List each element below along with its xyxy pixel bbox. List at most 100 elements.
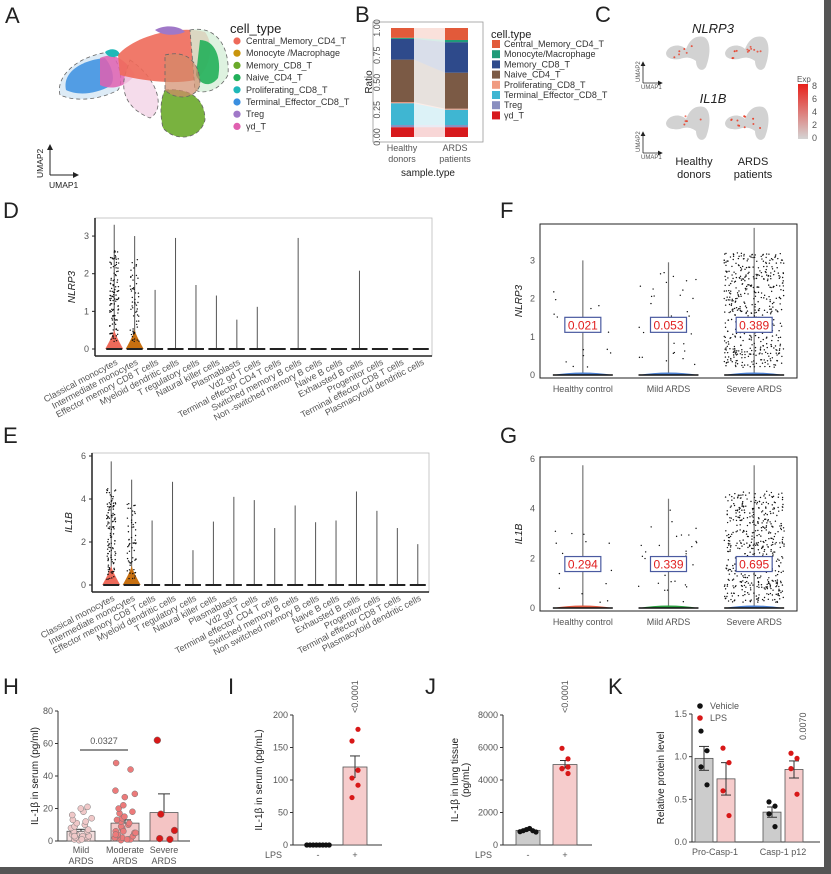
violin-point: [764, 361, 766, 364]
violin-point: [749, 347, 751, 350]
violin-point: [111, 547, 114, 549]
violin-point: [763, 265, 765, 268]
violin-point: [727, 578, 729, 581]
violin-point: [729, 256, 732, 258]
violin-point: [780, 562, 782, 564]
violin-point: [781, 555, 783, 558]
violin-point: [109, 294, 112, 297]
violin-point: [128, 539, 130, 541]
violin-point: [770, 548, 772, 551]
violin-point: [778, 296, 781, 299]
violin-point: [773, 319, 775, 321]
violin-point: [757, 597, 760, 599]
b-ytick-0: 0.00: [372, 128, 382, 146]
violin-point: [763, 550, 765, 553]
data-point: [766, 811, 772, 817]
violin-point: [778, 330, 780, 332]
violin-point: [752, 521, 754, 524]
violin-point: [129, 329, 131, 331]
legend-b-swatch-5: [492, 91, 500, 99]
violin-point: [777, 339, 779, 342]
panel-a-umap: UMAP1 UMAP2 cell_type Central_Memory_CD4…: [35, 21, 350, 190]
y-tick-label-1: 2: [530, 553, 535, 563]
violin-point: [760, 584, 763, 586]
violin-point: [758, 500, 761, 503]
violin-point: [777, 496, 780, 498]
violin-point: [111, 516, 113, 518]
data-point: [131, 790, 139, 798]
violin-point: [683, 350, 686, 352]
cluster-treg: [155, 26, 185, 35]
violin-point: [138, 340, 140, 342]
stack-segment-0-4: [391, 59, 414, 103]
violin-point: [134, 298, 136, 301]
data-point: [88, 815, 95, 822]
violin-point: [743, 576, 745, 579]
violin-point: [742, 575, 744, 577]
violin-point: [770, 272, 772, 274]
c-gene-il1b: IL1B: [700, 91, 727, 106]
violin-point: [114, 286, 117, 288]
data-point: [84, 803, 91, 811]
violin-point: [112, 336, 114, 338]
violin-point: [107, 541, 109, 543]
violin-point: [729, 337, 731, 339]
violin-point: [741, 545, 743, 547]
violin-point: [111, 332, 114, 334]
violin-point: [133, 332, 135, 334]
violin-point: [775, 262, 778, 264]
violin-point: [673, 342, 675, 344]
violin-point: [776, 581, 778, 583]
violin-point: [769, 586, 771, 588]
violin-point: [780, 325, 783, 327]
violin-point: [765, 256, 767, 259]
violin-point: [768, 253, 770, 255]
violin-point: [133, 504, 135, 507]
violin-point: [741, 349, 743, 351]
violin-point: [107, 488, 109, 490]
violin-point: [598, 305, 600, 307]
stack-segment-1-4: [445, 72, 468, 109]
panel-b-frame: [372, 21, 484, 143]
x-tick-label-1: Casp-1 p12: [760, 847, 807, 857]
violin-point: [747, 355, 750, 358]
violin-point: [610, 569, 613, 572]
violin-point: [724, 336, 727, 339]
violin-point: [754, 574, 757, 577]
violin-point: [767, 503, 770, 505]
violin-point: [775, 334, 778, 336]
violin-point: [763, 548, 766, 551]
violin-point: [781, 276, 784, 279]
violin-point: [738, 511, 741, 513]
data-point: [788, 766, 794, 772]
violin-point: [111, 290, 113, 293]
violin-point: [112, 514, 114, 516]
violin-point: [744, 576, 747, 579]
data-point: [112, 831, 119, 838]
violin-point: [755, 277, 758, 280]
violin-point: [769, 592, 772, 595]
violin-point: [776, 601, 779, 603]
legend-b-label-6: Treg: [504, 100, 522, 110]
violin-point: [112, 299, 114, 302]
violin-point: [134, 301, 136, 304]
violin-point: [113, 340, 115, 343]
violin-point: [727, 361, 729, 363]
legend-a-label-7: γd_T: [246, 121, 267, 131]
violin-point: [113, 293, 115, 296]
violin-point: [739, 307, 741, 310]
violin-point: [741, 283, 743, 285]
panel-label-i: I: [228, 674, 234, 699]
violin-point: [741, 585, 743, 588]
violin-point: [109, 494, 112, 496]
violin-point: [752, 286, 755, 289]
violin-point: [723, 585, 726, 587]
data-point: [794, 791, 800, 797]
violin-point: [753, 536, 755, 539]
violin-point: [685, 553, 687, 555]
violin-point: [779, 297, 782, 300]
violin-point: [137, 296, 140, 298]
violin-point: [745, 505, 747, 507]
violin-point: [740, 295, 742, 297]
violin-point: [130, 521, 133, 524]
